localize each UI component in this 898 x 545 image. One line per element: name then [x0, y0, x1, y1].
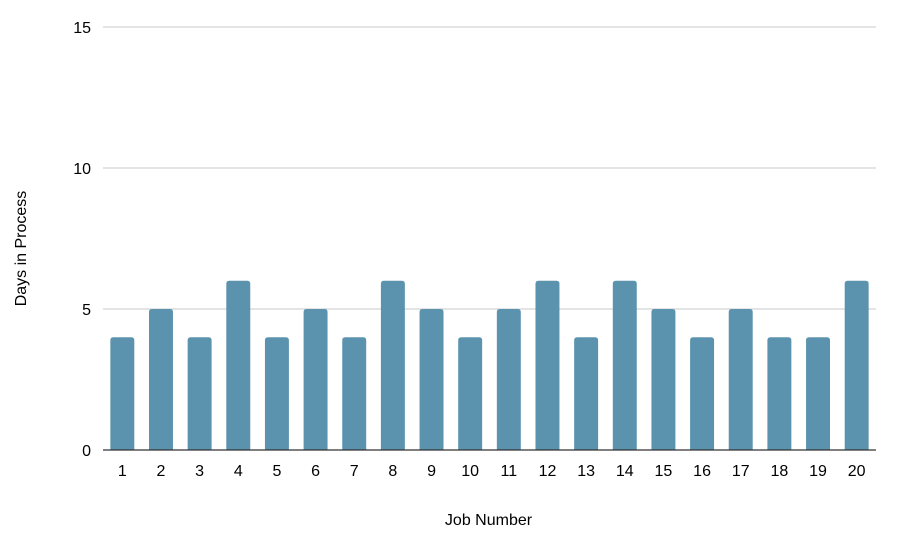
- bar-job-7: [342, 337, 367, 450]
- x-tick-label: 12: [539, 463, 557, 480]
- x-tick-label: 3: [195, 463, 204, 480]
- x-tick-label: 5: [272, 463, 281, 480]
- x-tick-label: 8: [388, 463, 397, 480]
- x-tick-label: 6: [311, 463, 320, 480]
- bar-job-8: [380, 280, 405, 450]
- bar-job-17: [728, 309, 753, 450]
- bar-job-6: [303, 309, 328, 450]
- bar-job-3: [187, 337, 212, 450]
- bar-job-11: [496, 309, 521, 450]
- bar-job-4: [226, 280, 251, 450]
- bar-job-2: [148, 309, 173, 450]
- bars: [110, 280, 869, 450]
- bar-job-1: [110, 337, 135, 450]
- x-tick-label: 15: [655, 463, 673, 480]
- bar-job-5: [264, 337, 289, 450]
- y-tick-label: 10: [73, 161, 91, 178]
- bar-job-13: [574, 337, 599, 450]
- bar-job-15: [651, 309, 676, 450]
- x-tick-label: 17: [732, 463, 750, 480]
- bar-job-9: [419, 309, 444, 450]
- y-tick-label: 0: [82, 443, 91, 460]
- x-tick-label: 18: [770, 463, 788, 480]
- y-tick-label: 5: [82, 302, 91, 319]
- x-tick-label: 11: [501, 463, 518, 480]
- bar-job-18: [767, 337, 792, 450]
- bar-job-20: [844, 280, 869, 450]
- x-tick-label: 1: [118, 463, 127, 480]
- x-tick-label: 7: [350, 463, 359, 480]
- y-tick-label: 15: [73, 20, 91, 37]
- x-tick-label: 10: [461, 463, 479, 480]
- x-tick-label: 4: [234, 463, 243, 480]
- x-tick-label: 19: [809, 463, 827, 480]
- x-axis-ticks: 1 2 3 4 5 6 7 8 9 10 11 12 13 14 15 16 17 18 19 20: [118, 463, 866, 480]
- bar-job-10: [458, 337, 483, 450]
- x-tick-label: 2: [157, 463, 166, 480]
- y-axis-title: Days in Process: [13, 191, 30, 307]
- y-axis-ticks: 0 5 10 15: [73, 20, 91, 460]
- x-tick-label: 13: [577, 463, 595, 480]
- gridlines: [103, 26, 876, 310]
- bar-job-19: [806, 337, 831, 450]
- x-tick-label: 20: [848, 463, 866, 480]
- x-axis-title: Job Number: [445, 512, 533, 529]
- bar-job-14: [612, 280, 637, 450]
- x-tick-label: 14: [616, 463, 634, 480]
- x-tick-label: 16: [693, 463, 711, 480]
- x-tick-label: 9: [427, 463, 436, 480]
- bar-job-12: [535, 280, 560, 450]
- bar-job-16: [690, 337, 715, 450]
